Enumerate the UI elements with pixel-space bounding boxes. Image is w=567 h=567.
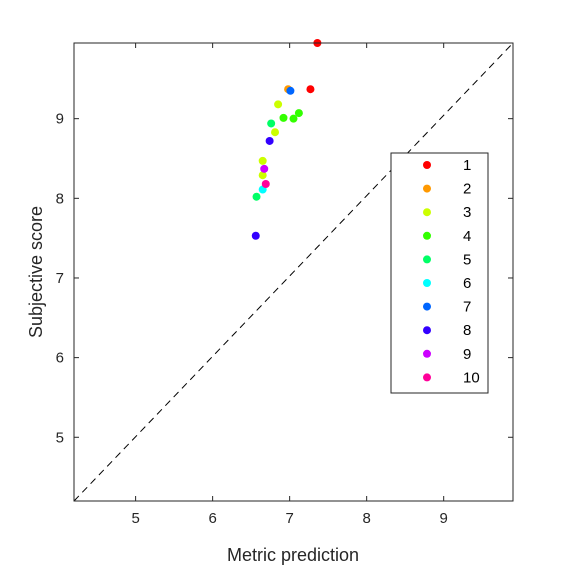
legend-marker-5	[423, 255, 431, 264]
data-point-series-8	[265, 136, 274, 145]
x-tick-label: 8	[362, 510, 370, 527]
legend-box	[390, 152, 489, 394]
legend-marker-7	[423, 302, 431, 311]
data-point-series-3	[274, 100, 283, 109]
legend-marker-10	[423, 373, 431, 382]
legend-label-10: 10	[463, 369, 480, 386]
legend-label-2: 2	[463, 181, 471, 198]
legend-label-3: 3	[463, 204, 471, 221]
x-axis-ticks: 5 6 7 8 9	[131, 43, 448, 527]
y-tick-label: 6	[56, 350, 64, 367]
legend-label-1: 1	[463, 157, 471, 174]
legend-label-7: 7	[463, 299, 471, 316]
y-tick-label: 9	[56, 111, 64, 128]
legend-label-6: 6	[463, 275, 471, 292]
legend-label-4: 4	[463, 228, 471, 245]
data-point-series-5	[267, 119, 276, 128]
legend-marker-2	[423, 184, 431, 193]
legend-label-5: 5	[463, 251, 471, 268]
identity-line	[73, 42, 514, 502]
data-point-series-8	[251, 231, 260, 240]
data-point-series-4	[294, 109, 303, 118]
y-tick-label: 5	[56, 429, 64, 446]
data-point-series-10	[261, 179, 270, 188]
legend-marker-1	[423, 161, 431, 169]
data-point-series-7	[286, 86, 295, 95]
legend-marker-3	[423, 208, 431, 217]
data-point-series-4	[279, 113, 288, 122]
y-axis-label: Subjective score	[26, 206, 46, 338]
legend-marker-6	[423, 279, 431, 287]
y-tick-label: 8	[56, 190, 64, 207]
legend-marker-9	[423, 349, 431, 358]
data-point-series-4	[289, 114, 298, 123]
legend: 1 2 3 4 5 6 7 8 9 10	[390, 152, 489, 394]
legend-label-8: 8	[463, 322, 471, 339]
legend-marker-8	[423, 326, 431, 335]
x-tick-label: 7	[285, 510, 293, 527]
plot-frame	[73, 42, 514, 502]
data-point-series-1	[306, 85, 315, 94]
x-tick-label: 5	[131, 510, 139, 527]
data-point-series-5	[252, 192, 261, 201]
legend-marker-4	[423, 231, 431, 240]
x-axis-label: Metric prediction	[227, 545, 359, 565]
data-point-series-3	[258, 156, 267, 165]
y-tick-label: 7	[56, 270, 64, 287]
y-axis-ticks: 5 6 7 8 9	[56, 111, 513, 446]
data-point-series-9	[260, 164, 269, 173]
data-point-series-3	[258, 171, 267, 180]
x-tick-label: 9	[440, 510, 448, 527]
x-tick-label: 6	[208, 510, 216, 527]
legend-label-9: 9	[463, 346, 471, 363]
data-point-series-3	[271, 128, 280, 137]
data-points	[251, 39, 322, 240]
